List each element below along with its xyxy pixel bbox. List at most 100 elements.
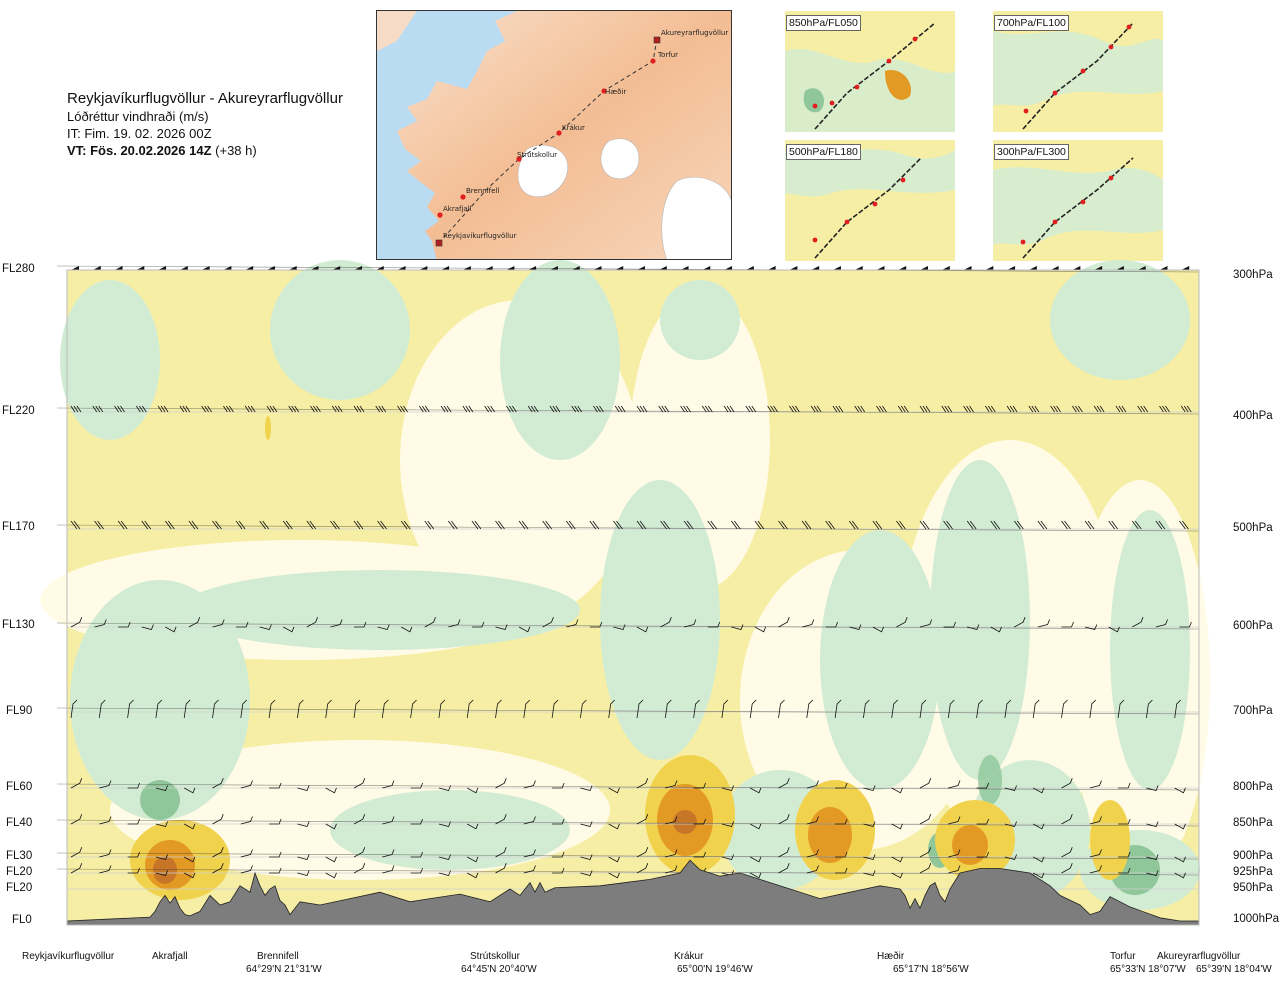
waypoint-marker — [460, 194, 466, 200]
wind-barb — [1084, 624, 1098, 630]
wind-barb — [806, 816, 819, 825]
wind-barb — [70, 617, 83, 628]
wind-barb — [495, 624, 508, 630]
wind-barb — [990, 520, 1001, 530]
route-map: Akureyrarflugvöllur Torfur Hæðir Krákur … — [376, 10, 732, 260]
wind-barb — [1037, 520, 1048, 530]
wind-barb — [240, 780, 253, 789]
wind-barb — [223, 266, 232, 270]
wind-barb — [1131, 520, 1142, 530]
wind-barb — [724, 266, 733, 270]
wind-barb — [165, 626, 177, 633]
wind-barb — [397, 266, 406, 270]
wind-barb — [70, 699, 78, 719]
hpa-tick-label: 500hPa — [1233, 522, 1273, 534]
fl-tick-label: FL60 — [6, 781, 33, 793]
wind-barb — [985, 266, 994, 270]
wind-barb — [127, 818, 140, 825]
wind-barb — [552, 782, 565, 789]
wind-barb — [750, 787, 762, 794]
wind-barb — [919, 405, 931, 413]
wind-barb — [269, 782, 282, 789]
level-map-500-svg — [785, 140, 955, 261]
wind-barb — [863, 821, 876, 827]
wind-barb — [614, 405, 626, 413]
fl-tick-label: FL130 — [2, 619, 35, 631]
wind-barb — [552, 867, 565, 874]
hpa-tick-label: 400hPa — [1233, 410, 1273, 422]
wind-barb — [201, 405, 212, 413]
plot-frame — [66, 269, 1200, 926]
wind-barb — [854, 266, 863, 270]
hpa-tick-label: 950hPa — [1233, 882, 1273, 894]
wind-barb — [580, 870, 593, 876]
wind-barb — [288, 266, 297, 270]
wind-barb — [1093, 405, 1105, 413]
wind-barb — [1137, 266, 1146, 270]
wind-barb — [179, 266, 188, 270]
wind-barb — [660, 520, 670, 530]
wind-barb — [240, 865, 253, 874]
wind-barb — [1072, 266, 1081, 270]
terrain-profile — [66, 859, 1200, 926]
wind-barb — [410, 851, 423, 858]
route-title: Reykjavíkurflugvöllur - Akureyrarflugvöl… — [67, 90, 343, 107]
wind-barb — [920, 266, 928, 270]
wind-barb — [410, 818, 423, 825]
wind-barb — [1061, 814, 1073, 825]
wind-barb — [462, 266, 471, 270]
wind-barb — [1118, 818, 1131, 825]
wind-barb — [70, 405, 82, 413]
wind-barb — [976, 851, 989, 858]
wind-barb — [410, 699, 417, 719]
wind-barb — [1108, 520, 1118, 530]
wind-barb — [353, 520, 364, 530]
wind-barb — [353, 699, 361, 719]
wind-barb — [1115, 266, 1124, 270]
wind-barb — [665, 816, 678, 825]
wind-barb — [1033, 872, 1045, 879]
wind-barb — [811, 266, 820, 270]
wind-barb — [731, 624, 744, 630]
wind-barb — [306, 520, 317, 530]
wind-barb — [636, 405, 648, 413]
wind-barb — [400, 626, 413, 633]
wind-barb — [269, 851, 282, 858]
wind-barb — [749, 699, 757, 719]
location-coord: 65°39'N 18°04'W — [1196, 964, 1272, 975]
hpa-tick-label: 900hPa — [1233, 850, 1273, 862]
wind-barb — [810, 405, 822, 413]
wind-barb — [269, 818, 282, 825]
wind-barb — [542, 520, 552, 530]
wind-barb — [1115, 405, 1127, 413]
wind-barb — [684, 619, 697, 628]
wind-barb — [589, 621, 603, 628]
wind-barb — [542, 617, 554, 628]
wind-barb — [70, 863, 83, 874]
wind-barb — [723, 405, 735, 413]
wind-barb — [92, 266, 101, 270]
issue-time: IT: Fim. 19. 02. 2026 00Z — [67, 126, 212, 141]
wind-barb — [891, 699, 898, 719]
wind-barb — [212, 814, 224, 825]
wind-barb — [919, 847, 932, 858]
wind-barb — [528, 266, 537, 270]
wind-barb — [188, 520, 199, 530]
wind-barb — [1033, 856, 1045, 863]
wind-barb — [259, 624, 272, 630]
route-points — [435, 36, 661, 247]
wind-barb — [806, 699, 814, 719]
wind-barb — [1146, 699, 1153, 719]
wind-barb — [919, 778, 932, 789]
valid-time-text: VT: Fös. 20.02.2026 14Z — [67, 143, 212, 158]
wind-barb — [976, 818, 989, 825]
wind-barb — [891, 823, 903, 830]
wind-barb — [707, 520, 718, 530]
wind-barb — [377, 520, 387, 530]
wind-barb — [580, 854, 593, 860]
wind-barb — [863, 854, 876, 860]
wind-barb — [244, 405, 256, 413]
wind-barb — [835, 782, 848, 789]
wind-barb — [693, 818, 706, 825]
wind-barb — [354, 266, 362, 270]
